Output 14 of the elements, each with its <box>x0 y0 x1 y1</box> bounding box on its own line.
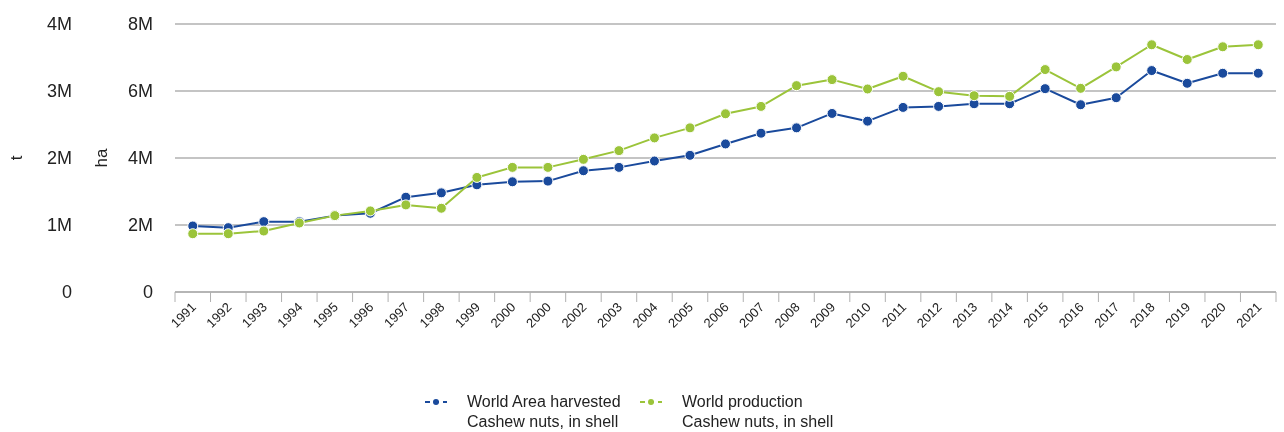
y2-tick-label: 2M <box>127 215 153 236</box>
y2-tick-label: 4M <box>127 148 153 169</box>
y-axis-title: t <box>7 155 26 161</box>
legend-label: World Area harvested Cashew nuts, in shell <box>467 393 621 430</box>
y2-tick-label: 8M <box>127 14 153 35</box>
y2-axis-title: ha <box>92 148 111 168</box>
y-tick-label: 4M <box>46 14 72 35</box>
y-tick-label: 3M <box>46 81 72 102</box>
y-tick-label: 2M <box>46 148 72 169</box>
y-tick-label: 1M <box>46 215 72 236</box>
legend-label: World production Cashew nuts, in shell <box>682 393 834 430</box>
y-tick-label: 0 <box>61 282 72 303</box>
y2-tick-label: 6M <box>127 81 153 102</box>
y2-tick-label: 0 <box>142 282 153 303</box>
